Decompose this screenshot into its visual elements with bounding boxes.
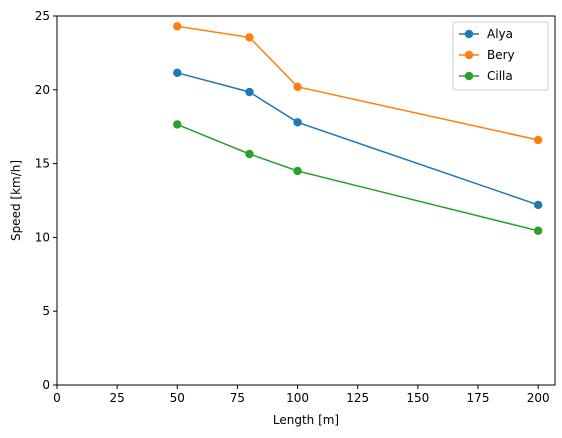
legend: Alya Bery Cilla <box>452 21 549 91</box>
series-cilla <box>173 120 543 235</box>
legend-label: Bery <box>487 48 515 62</box>
legend-item-bery: Bery <box>459 48 515 62</box>
data-point <box>293 166 302 176</box>
x-tick-label: 125 <box>346 391 369 405</box>
x-axis: 0 25 50 75 100 125 150 175 200 <box>53 385 550 405</box>
legend-marker <box>464 29 474 39</box>
x-tick-label: 100 <box>286 391 309 405</box>
x-axis-label: Length [m] <box>273 413 339 427</box>
y-tick-label: 0 <box>42 378 50 392</box>
series-line <box>177 25 539 141</box>
legend-label: Alya <box>487 27 513 41</box>
legend-label: Cilla <box>487 69 513 83</box>
data-point <box>173 120 182 129</box>
data-point <box>173 68 182 78</box>
x-tick-label: 25 <box>110 391 125 405</box>
x-tick-label: 150 <box>406 391 429 405</box>
legend-marker <box>464 71 474 81</box>
legend-marker <box>464 50 474 60</box>
legend-box <box>452 21 549 91</box>
data-point <box>293 118 302 127</box>
data-point <box>533 200 543 210</box>
y-tick-label: 20 <box>35 83 50 97</box>
x-tick-label: 200 <box>527 391 550 405</box>
y-tick-label: 10 <box>35 230 50 244</box>
x-tick-label: 75 <box>230 391 245 405</box>
x-tick-label: 175 <box>467 391 490 405</box>
y-tick-label: 25 <box>35 9 50 23</box>
x-tick-label: 0 <box>53 391 61 405</box>
data-point <box>173 22 182 31</box>
series-bery <box>173 22 543 145</box>
y-tick-label: 15 <box>35 157 50 171</box>
series-layer <box>173 22 543 235</box>
series-alya <box>173 68 543 210</box>
y-tick-label: 5 <box>42 304 50 318</box>
data-point <box>293 82 302 92</box>
series-line <box>177 72 539 206</box>
legend-item-cilla: Cilla <box>459 69 513 83</box>
y-axis: 0 5 10 15 20 25 <box>35 9 57 392</box>
plot-frame <box>56 15 556 386</box>
data-point <box>533 135 543 145</box>
x-tick-label: 50 <box>170 391 185 405</box>
data-point <box>245 87 254 97</box>
legend-item-alya: Alya <box>459 27 513 41</box>
y-axis-label: Speed [km/h] <box>9 160 23 241</box>
data-point <box>245 33 254 42</box>
data-point <box>533 226 543 235</box>
data-point <box>245 149 254 159</box>
series-line <box>177 123 539 232</box>
